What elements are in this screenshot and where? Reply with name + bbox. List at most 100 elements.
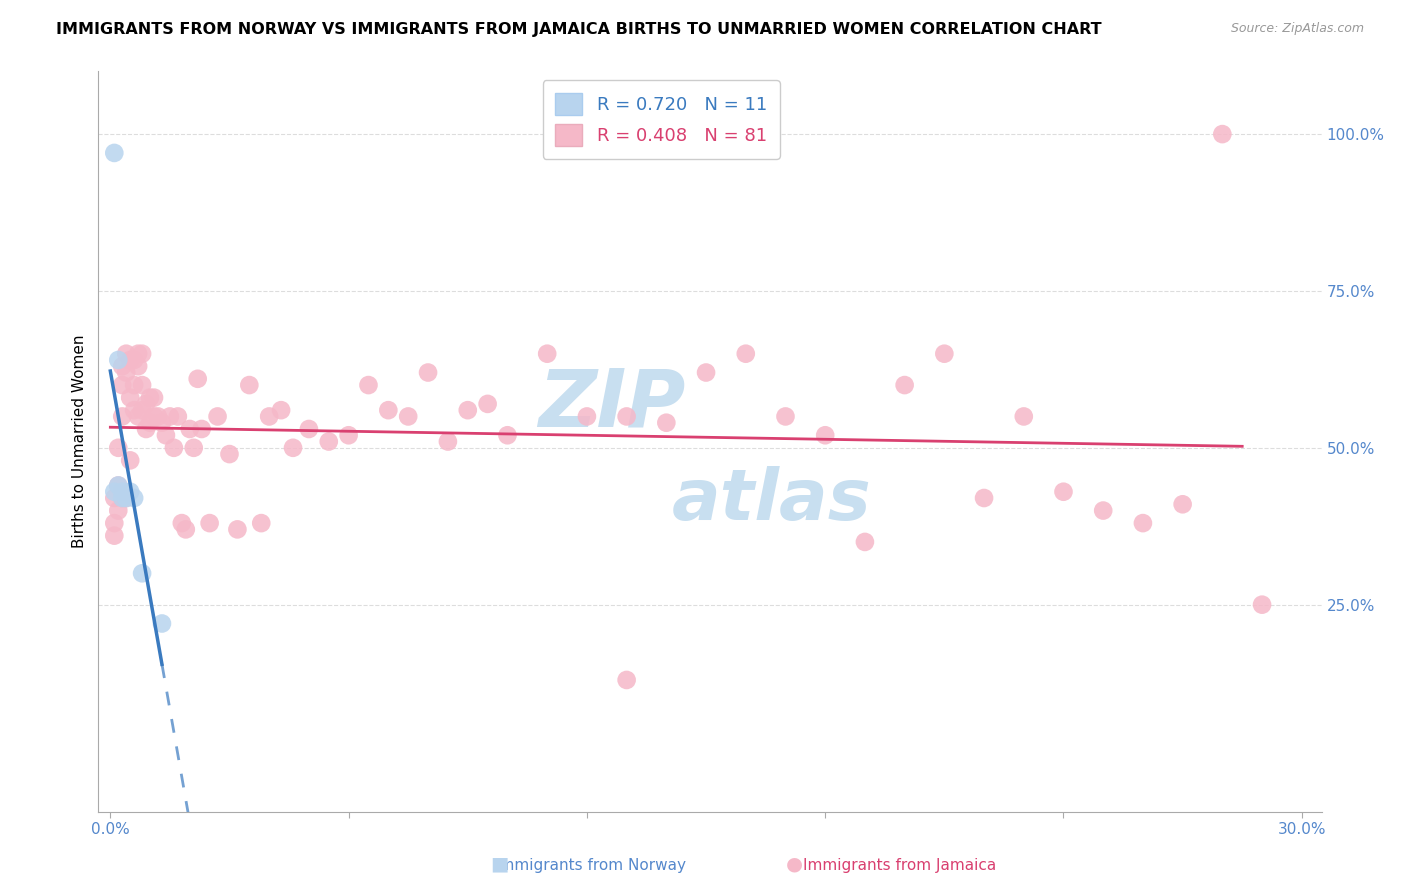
Point <box>120 353 142 368</box>
Legend: R = 0.720   N = 11, R = 0.408   N = 81: R = 0.720 N = 11, R = 0.408 N = 81 <box>543 80 780 159</box>
Point <box>150 616 173 631</box>
Text: Immigrants from Norway: Immigrants from Norway <box>495 858 686 872</box>
Point <box>115 491 138 505</box>
Text: IMMIGRANTS FROM NORWAY VS IMMIGRANTS FROM JAMAICA BIRTHS TO UNMARRIED WOMEN CORR: IMMIGRANTS FROM NORWAY VS IMMIGRANTS FRO… <box>56 22 1102 37</box>
Point <box>198 516 221 530</box>
Point <box>477 397 499 411</box>
Point <box>337 428 360 442</box>
Point <box>115 366 138 380</box>
Point <box>159 409 181 424</box>
Point <box>377 403 399 417</box>
Point <box>616 673 638 687</box>
Point <box>143 409 166 424</box>
Point <box>893 378 915 392</box>
Point <box>179 422 201 436</box>
Point <box>143 391 166 405</box>
Point <box>146 409 169 424</box>
Point <box>437 434 460 449</box>
Point <box>127 347 149 361</box>
Point <box>103 145 125 160</box>
Point <box>270 403 292 417</box>
Point <box>281 441 304 455</box>
Point <box>163 441 186 455</box>
Point <box>131 403 153 417</box>
Text: Source: ZipAtlas.com: Source: ZipAtlas.com <box>1230 22 1364 36</box>
Point <box>127 409 149 424</box>
Point <box>396 409 419 424</box>
Point <box>155 428 177 442</box>
Point <box>616 409 638 424</box>
Point <box>170 516 193 530</box>
Point <box>150 416 173 430</box>
Point <box>135 397 157 411</box>
Point <box>131 378 153 392</box>
Text: atlas: atlas <box>671 467 872 535</box>
Point <box>973 491 995 505</box>
Point <box>107 503 129 517</box>
Point <box>107 478 129 492</box>
Point <box>187 372 209 386</box>
Point <box>1132 516 1154 530</box>
Point <box>250 516 273 530</box>
Point <box>655 416 678 430</box>
Point <box>120 391 142 405</box>
Point <box>416 366 439 380</box>
Text: ●: ● <box>786 855 803 873</box>
Point <box>120 484 142 499</box>
Point <box>122 378 145 392</box>
Point <box>190 422 212 436</box>
Point <box>139 391 162 405</box>
Point <box>122 491 145 505</box>
Point <box>107 353 129 368</box>
Point <box>1251 598 1274 612</box>
Point <box>1171 497 1194 511</box>
Point <box>357 378 380 392</box>
Point <box>695 366 717 380</box>
Y-axis label: Births to Unmarried Women: Births to Unmarried Women <box>72 334 87 549</box>
Point <box>1092 503 1115 517</box>
Point <box>107 478 129 492</box>
Point <box>1012 409 1035 424</box>
Point <box>111 484 134 499</box>
Point <box>131 347 153 361</box>
Text: ■: ■ <box>489 855 509 873</box>
Point <box>775 409 797 424</box>
Point <box>127 359 149 374</box>
Point <box>575 409 598 424</box>
Point <box>298 422 321 436</box>
Point <box>1211 127 1233 141</box>
Point <box>122 403 145 417</box>
Point <box>103 484 125 499</box>
Point <box>107 441 129 455</box>
Point <box>226 522 249 536</box>
Point <box>218 447 240 461</box>
Point <box>1052 484 1074 499</box>
Point <box>166 409 188 424</box>
Point <box>103 516 125 530</box>
Point <box>103 529 125 543</box>
Point <box>814 428 837 442</box>
Point <box>111 409 134 424</box>
Point <box>853 535 876 549</box>
Point <box>734 347 756 361</box>
Point <box>536 347 558 361</box>
Point <box>111 491 134 505</box>
Point <box>115 347 138 361</box>
Point <box>457 403 479 417</box>
Point <box>111 491 134 505</box>
Point <box>183 441 205 455</box>
Text: ZIP: ZIP <box>538 366 686 443</box>
Point <box>207 409 229 424</box>
Point <box>120 453 142 467</box>
Point <box>174 522 197 536</box>
Point <box>139 416 162 430</box>
Point <box>318 434 340 449</box>
Point <box>111 359 134 374</box>
Point <box>934 347 956 361</box>
Point <box>122 353 145 368</box>
Text: Immigrants from Jamaica: Immigrants from Jamaica <box>803 858 997 872</box>
Point <box>257 409 280 424</box>
Point <box>131 566 153 581</box>
Point <box>115 491 138 505</box>
Point <box>496 428 519 442</box>
